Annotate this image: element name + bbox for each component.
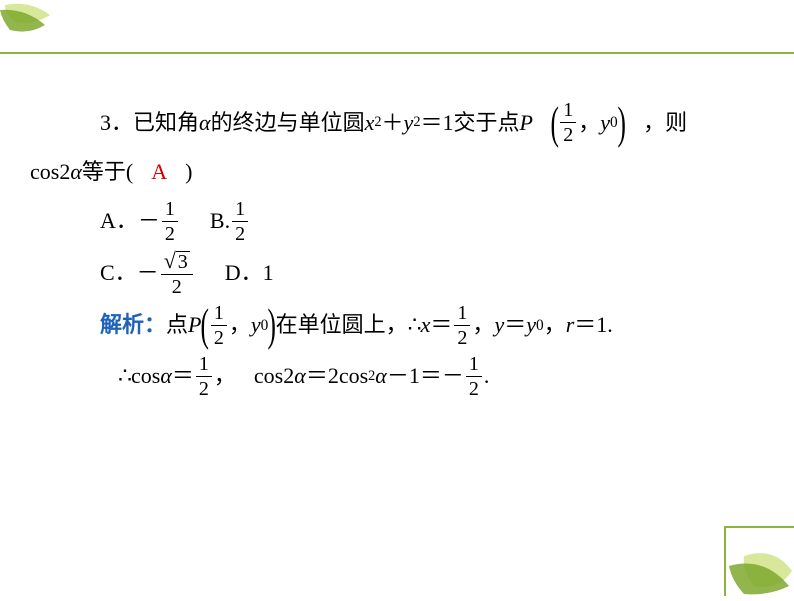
solution-line-2: ∴ cosα ＝ 1 2 ， cos2α ＝2cos2α －1＝－ 1 2 . (30, 354, 754, 399)
eq: ＝2cos (306, 355, 368, 397)
var-x: x (365, 102, 375, 144)
comma: ， (544, 304, 566, 346)
stem-text: 的终边与单位圆 (211, 102, 365, 144)
sup: 2 (374, 109, 381, 136)
question-line-2: cos2α 等于( A ) (30, 151, 754, 193)
equals-paren: 等于( (82, 151, 133, 193)
fraction: √3 2 (161, 250, 193, 297)
comma: ， (472, 304, 494, 346)
var-y: y (404, 102, 414, 144)
fraction: 1 2 (466, 354, 482, 399)
option-D-label: D．1 (225, 252, 274, 294)
eq-text: ＝1交于点 (420, 102, 519, 144)
question-line-1: 3． 已知角 α 的终边与单位圆 x2 ＋ y2 ＝1交于点 P ( 1 2 ，… (30, 100, 754, 145)
comma: ， (578, 102, 600, 144)
eq: ＝ (504, 304, 526, 346)
stem-text: 已知角 (133, 102, 199, 144)
fraction: 1 2 (162, 199, 178, 244)
alpha: α (294, 355, 306, 397)
eq: ＝ (172, 355, 194, 397)
alpha: α (199, 102, 211, 144)
alpha: α (160, 355, 172, 397)
close-paren: ) (185, 151, 192, 193)
sup: 2 (368, 363, 375, 390)
comma: ， (214, 355, 236, 397)
var-x: x (421, 304, 431, 346)
slide-content: 3． 已知角 α 的终边与单位圆 x2 ＋ y2 ＝1交于点 P ( 1 2 ，… (30, 100, 754, 405)
sub: 0 (536, 311, 544, 340)
comma: ， (229, 304, 251, 346)
fraction: 1 2 (454, 303, 470, 348)
leaf-decoration-top-left (0, 0, 120, 50)
solution-line-1: 解析： 点 P ( 1 2 ， y0 ) 在单位圆上， ∴ x ＝ 1 2 ， … (30, 303, 754, 348)
y0: y (526, 304, 536, 346)
eq: ＝ (430, 304, 452, 346)
option-C-label: C．－ (100, 252, 159, 294)
sup: 2 (413, 109, 420, 136)
option-B-label: B. (210, 200, 230, 242)
question-number: 3． (100, 102, 133, 144)
answer-letter: A (151, 151, 167, 193)
explain-label: 解析： (100, 304, 166, 346)
eq: ＝1. (574, 304, 613, 346)
var-r: r (566, 304, 575, 346)
options-row-1: A．－ 1 2 B. 1 2 (30, 199, 754, 244)
fraction: 1 2 (560, 100, 576, 145)
fraction: 1 2 (211, 303, 227, 348)
cos2a: cos2 (254, 355, 294, 397)
fraction: 1 2 (196, 354, 212, 399)
options-row-2: C．－ √3 2 D．1 (30, 250, 754, 297)
period: . (484, 355, 490, 397)
point-P: P (519, 102, 532, 144)
text: －1＝－ (387, 355, 464, 397)
cos2a: cos2 (30, 151, 70, 193)
alpha: α (70, 151, 82, 193)
cos: cos (131, 355, 160, 397)
text: 在单位圆上， (276, 304, 408, 346)
fraction: 1 2 (232, 199, 248, 244)
header-divider (0, 52, 794, 54)
var-y: y (494, 304, 504, 346)
y0: y (600, 102, 610, 144)
y0: y (251, 304, 261, 346)
alpha: α (375, 355, 387, 397)
text: 点 (166, 304, 188, 346)
corner-frame (724, 526, 794, 596)
therefore-icon: ∴ (118, 355, 131, 397)
option-A-label: A．－ (100, 200, 160, 242)
because-icon: ∴ (408, 304, 421, 346)
tail-text: ，则 (643, 102, 687, 144)
plus: ＋ (382, 102, 404, 144)
